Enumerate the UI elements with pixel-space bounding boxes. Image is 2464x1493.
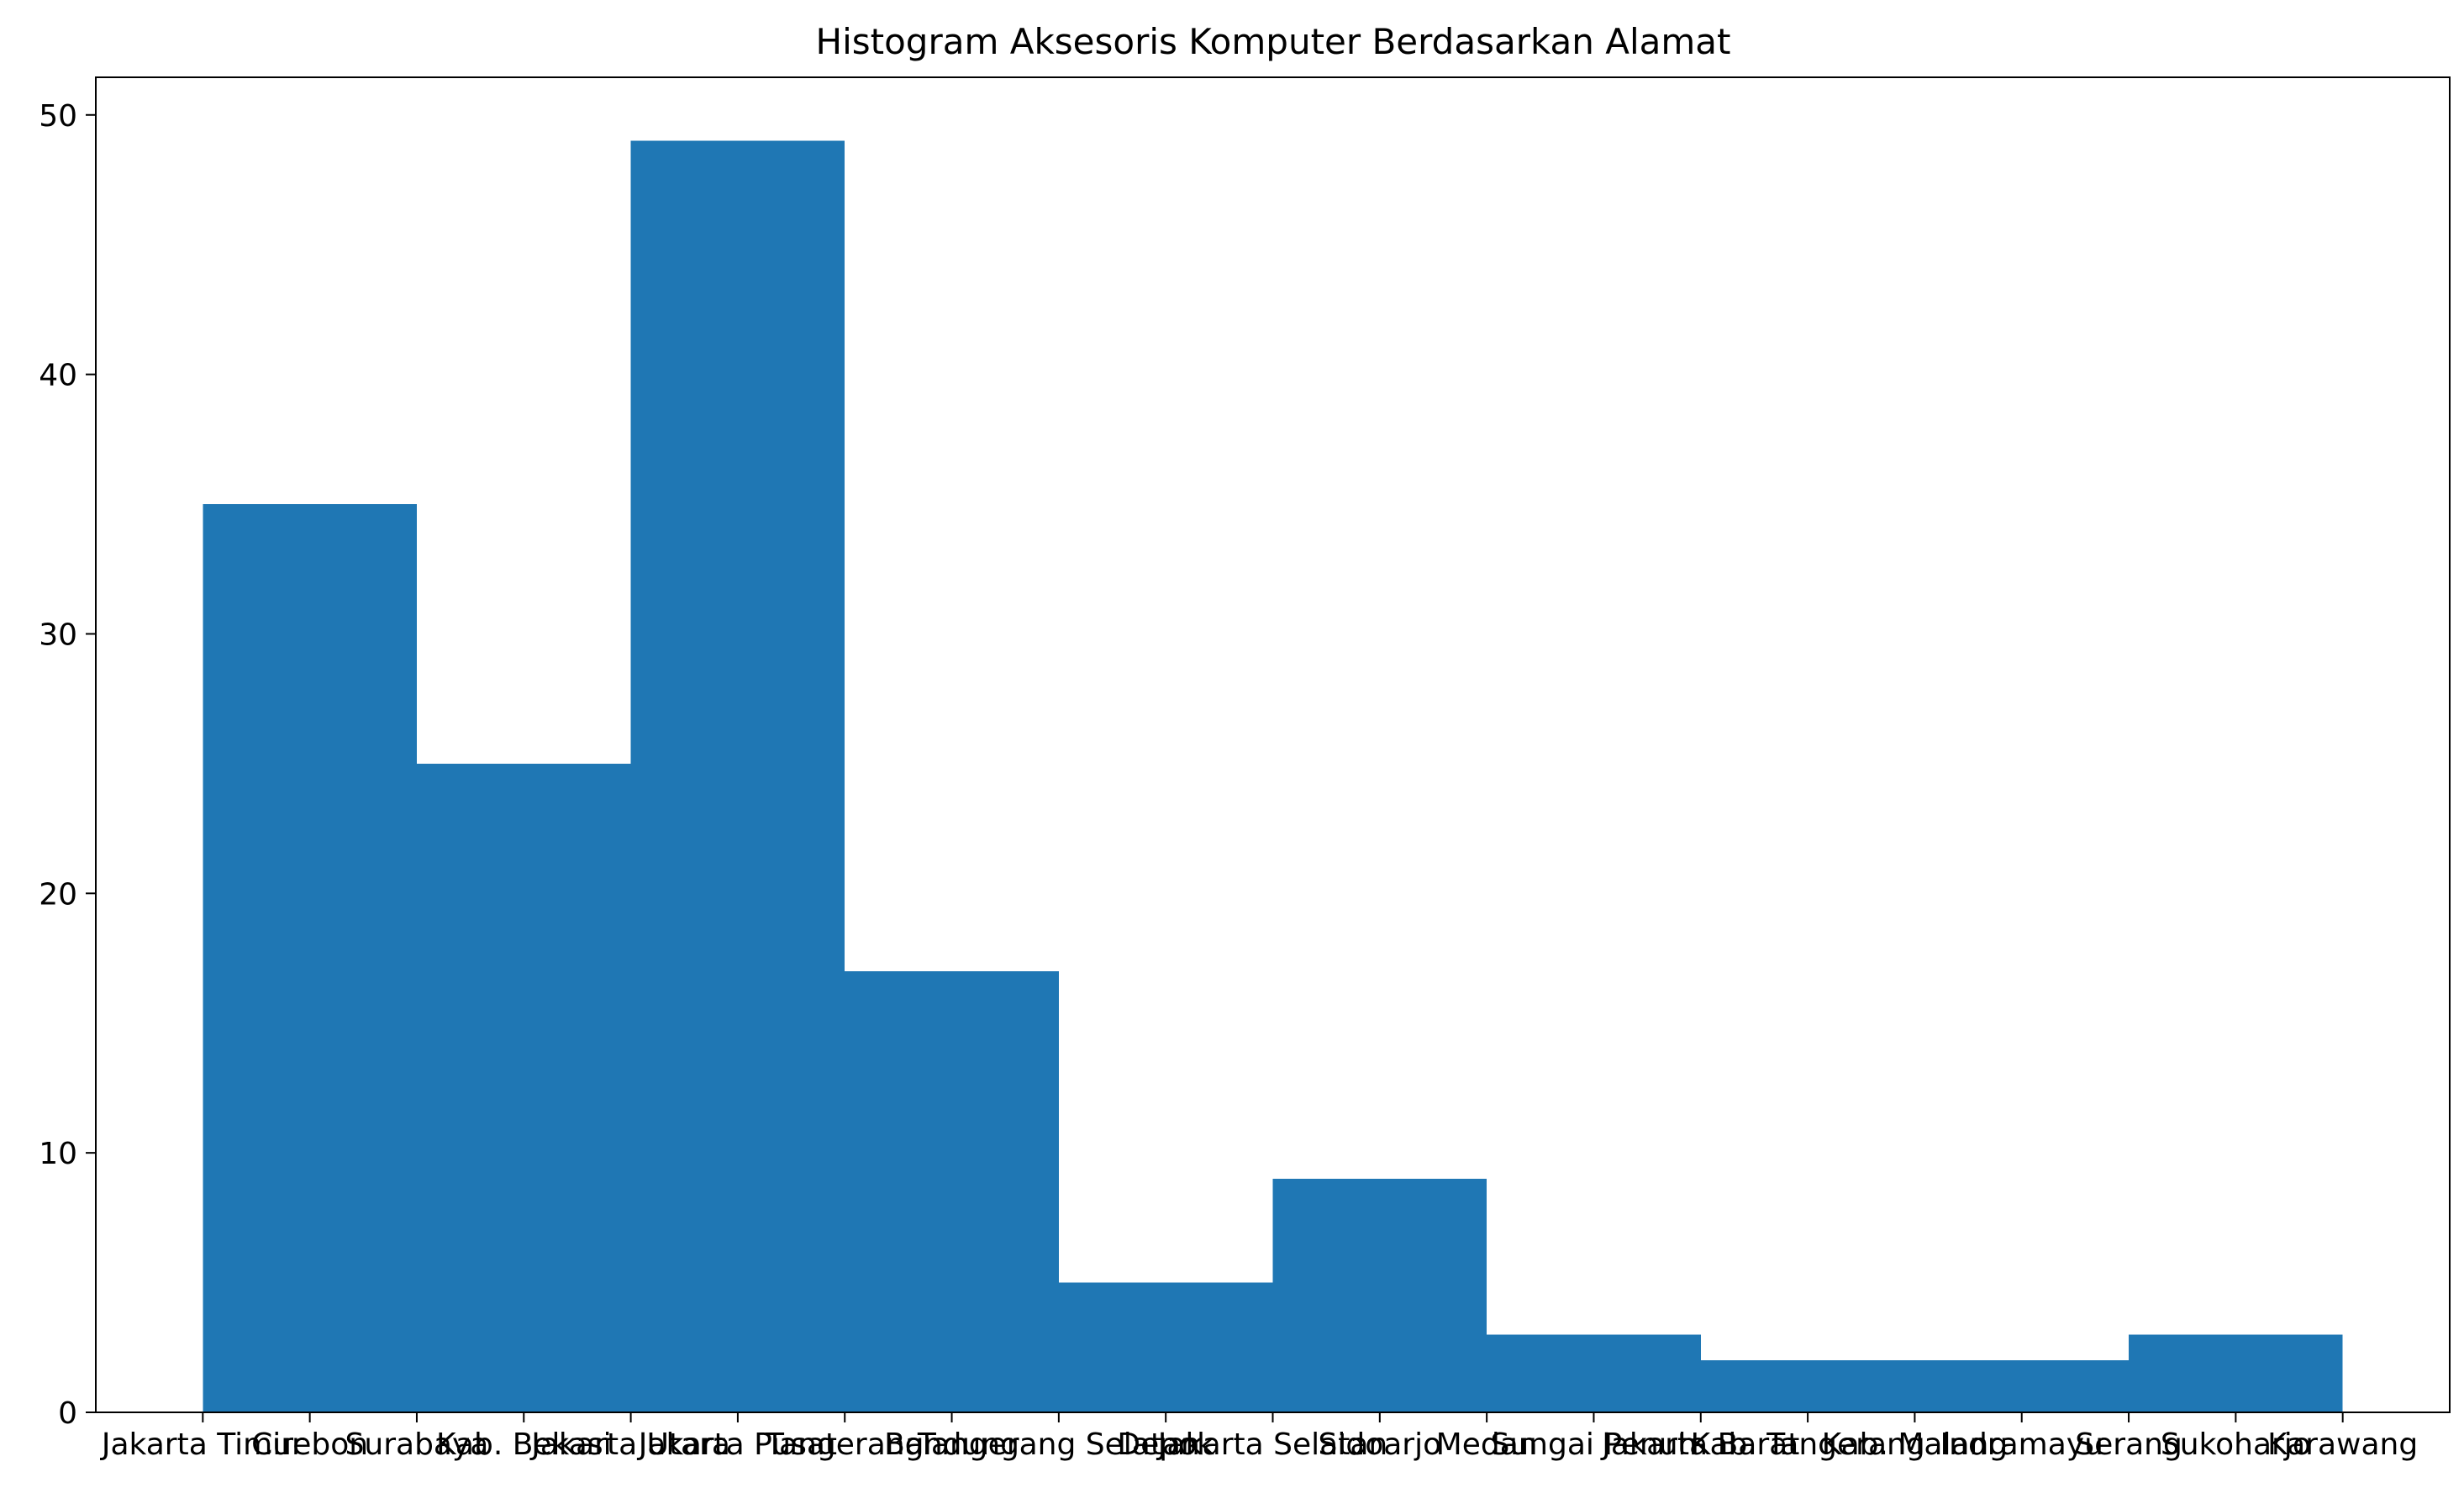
histogram-bar-8 [1914, 1360, 2130, 1412]
y-tick-label: 50 [39, 99, 77, 134]
x-tick-label: Jakarta Utara [529, 1427, 730, 1462]
x-tick-label: Sungai Penuh [1491, 1427, 1698, 1462]
histogram-bar-1 [416, 763, 631, 1412]
x-tick-label: Medan [1436, 1427, 1538, 1462]
plot-frame [95, 76, 2451, 1413]
histogram-bar-6 [1487, 1334, 1701, 1412]
x-tick-label: Karawang [2267, 1427, 2418, 1462]
histogram-bar-2 [630, 140, 845, 1413]
bars-layer [203, 140, 2343, 1413]
x-tick-label: Cirebon [251, 1427, 368, 1462]
y-tick-label: 10 [39, 1137, 77, 1171]
y-tick-label: 0 [58, 1396, 77, 1431]
histogram-bar-5 [1272, 1179, 1487, 1412]
y-tick-label: 40 [39, 359, 77, 393]
x-tick-label: Kab. Bekasi [436, 1427, 612, 1462]
x-tick-label: Jakarta Selatan [1156, 1427, 1387, 1462]
x-tick-label: Tangerang Selatan [917, 1427, 1200, 1462]
histogram-bar-0 [203, 504, 417, 1412]
x-tick-label: Bandung [884, 1427, 1019, 1462]
chart-title: Histogram Aksesoris Komputer Berdasarkan… [815, 21, 1730, 62]
x-tick-label: Jakarta Pusat [637, 1427, 837, 1462]
histogram-bar-3 [845, 970, 1059, 1412]
histogram-bar-9 [2129, 1334, 2343, 1412]
x-tick-label: Jakarta Barat [1600, 1427, 1799, 1462]
y-tick-label: 20 [39, 877, 77, 912]
y-axis: 0 10 20 30 40 50 [39, 99, 96, 1431]
histogram-bar-7 [1700, 1360, 1915, 1412]
x-tick-label: Surabaya [345, 1427, 489, 1462]
x-tick-label: Kab. Malang [1822, 1427, 2009, 1462]
x-tick-label: Jakarta Timur [100, 1427, 304, 1462]
x-tick-label: Tangerang [765, 1427, 924, 1462]
x-tick-label: Indramayu [1940, 1427, 2103, 1462]
x-tick-label: Sukoharjo [2161, 1427, 2311, 1462]
x-tick-label: Depok [1117, 1427, 1214, 1462]
x-tick-label: Serang [2075, 1427, 2182, 1462]
x-tick-label: Sidoarjo [1319, 1427, 1442, 1462]
x-tick-label: Kab. Tangerang [1690, 1427, 1924, 1462]
histogram-bar-4 [1058, 1282, 1273, 1412]
y-tick-label: 30 [39, 618, 77, 652]
